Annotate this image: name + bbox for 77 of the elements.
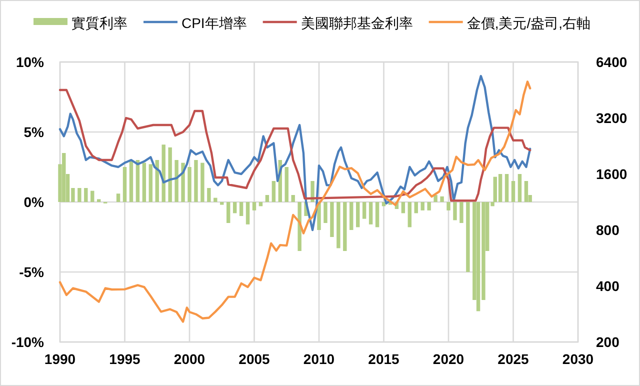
bar	[284, 167, 288, 202]
bar	[375, 202, 380, 228]
bar	[414, 202, 418, 214]
bar	[116, 194, 120, 202]
bar	[362, 202, 366, 219]
y2-tick-label: 6400	[596, 54, 628, 70]
x-tick-label: 2030	[562, 351, 594, 367]
bar	[466, 202, 470, 272]
y-tick-label: 5%	[24, 124, 45, 140]
x-tick-label: 2015	[368, 351, 400, 367]
bar	[460, 202, 464, 223]
bar	[336, 202, 340, 248]
bar	[246, 202, 250, 224]
y-tick-label: 0%	[24, 194, 45, 210]
y2-tick-label: 3200	[596, 110, 628, 126]
bar	[408, 202, 412, 228]
bar	[207, 188, 211, 202]
bar	[90, 190, 94, 202]
bar	[453, 202, 457, 220]
bar	[330, 202, 334, 237]
bar	[122, 167, 127, 202]
bar	[258, 202, 263, 206]
bar	[356, 202, 360, 228]
bar	[214, 198, 218, 202]
bar	[232, 202, 237, 214]
y2-tick-label: 200	[596, 334, 620, 350]
bar	[188, 167, 192, 202]
bar	[518, 174, 522, 202]
legend-label: 美國聯邦基金利率	[300, 15, 413, 31]
x-tick-label: 2000	[174, 351, 206, 367]
bar	[511, 181, 516, 202]
bar	[324, 202, 328, 223]
bar	[239, 202, 244, 216]
bar	[252, 202, 256, 210]
bar	[220, 202, 224, 205]
bar	[440, 196, 444, 202]
y-tick-label: 10%	[16, 54, 45, 70]
legend-label: 金價,美元/盎司,右軸	[466, 15, 591, 31]
bar	[226, 202, 230, 223]
x-tick-label: 2005	[238, 351, 270, 367]
bar	[291, 195, 295, 202]
bar	[96, 199, 101, 202]
bar	[142, 162, 146, 202]
bar	[368, 202, 373, 224]
bar	[272, 181, 276, 202]
bar	[524, 181, 528, 202]
x-tick-label: 2025	[498, 351, 530, 367]
bar	[78, 188, 82, 202]
bar	[129, 160, 134, 202]
bar	[265, 195, 270, 202]
bar	[420, 202, 424, 210]
y-tick-label: -5%	[19, 264, 45, 280]
y-tick-label: -10%	[11, 334, 45, 350]
bar	[84, 188, 88, 202]
x-tick-label: 2020	[432, 351, 464, 367]
bar	[200, 162, 204, 202]
bar	[174, 160, 178, 202]
y2-tick-label: 1600	[596, 166, 628, 182]
y2-tick-label: 800	[596, 222, 620, 238]
bar	[62, 153, 66, 202]
bar	[194, 160, 198, 202]
bar	[427, 202, 431, 210]
bar	[504, 174, 509, 202]
x-tick-label: 1995	[109, 351, 141, 367]
bar	[350, 202, 354, 230]
bar	[162, 144, 166, 202]
legend-label: CPI年增率	[181, 15, 247, 31]
bar	[168, 147, 172, 202]
x-tick-label: 2010	[303, 351, 335, 367]
bar	[446, 202, 450, 210]
x-tick-label: 1990	[44, 351, 76, 367]
bar	[148, 164, 153, 202]
bar	[434, 195, 438, 202]
y2-tick-label: 400	[596, 278, 620, 294]
bar	[401, 202, 406, 214]
legend-label: 實質利率	[71, 15, 128, 31]
bar	[343, 202, 347, 251]
